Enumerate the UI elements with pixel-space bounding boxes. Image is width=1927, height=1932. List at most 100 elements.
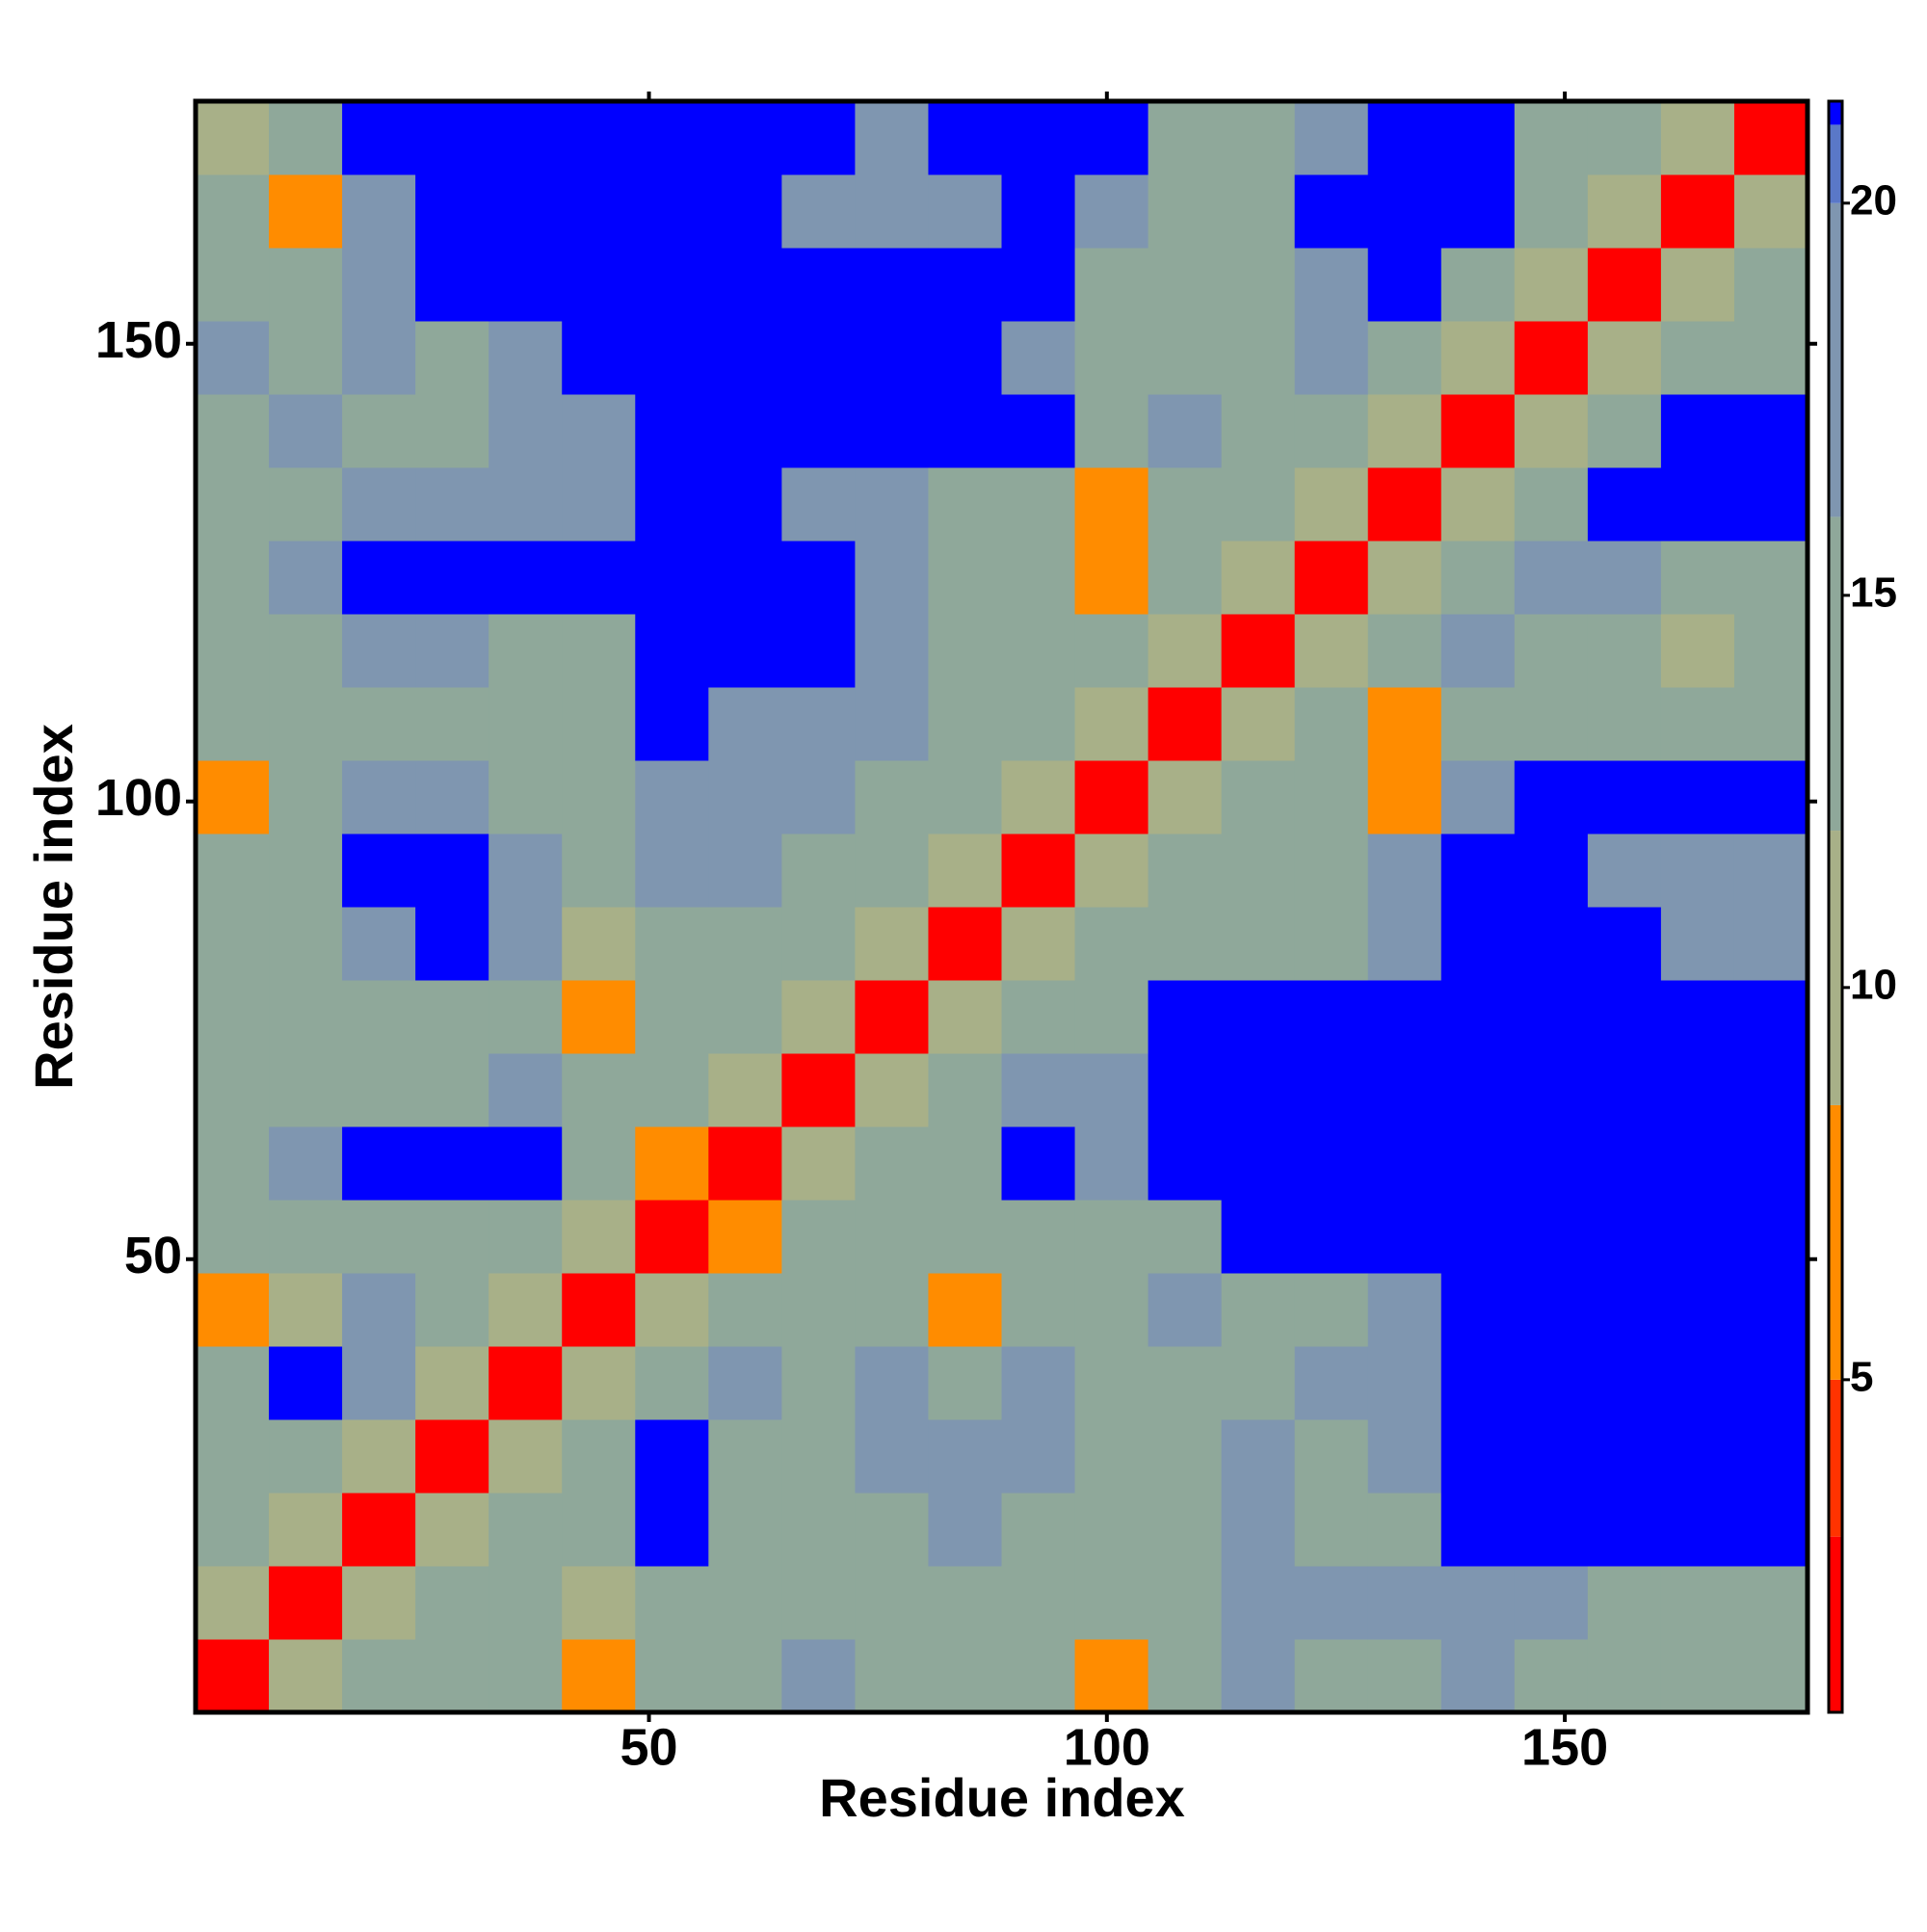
heatmap-cell [635, 1566, 709, 1640]
heatmap-cell [1294, 1639, 1369, 1713]
heatmap-cell [562, 1493, 636, 1567]
heatmap-cell [1514, 1639, 1589, 1713]
plot-frame [193, 98, 1810, 1715]
heatmap-cell [1514, 1200, 1589, 1274]
heatmap-cell [1294, 1493, 1369, 1567]
heatmap-cell [1660, 760, 1735, 834]
heatmap-cell [196, 907, 270, 981]
heatmap-cell [1367, 394, 1442, 468]
heatmap-cell [1001, 760, 1076, 834]
heatmap-cell [488, 174, 563, 249]
heatmap-cell [1001, 321, 1076, 395]
heatmap-cell [1733, 174, 1808, 249]
heatmap-cell [855, 687, 929, 761]
heatmap-cell [1221, 541, 1296, 615]
heatmap-cell [1660, 1126, 1735, 1201]
heatmap-cell [928, 614, 1002, 688]
heatmap-cell [1440, 907, 1516, 981]
heatmap-cell [1733, 1493, 1808, 1567]
heatmap-cell [562, 1639, 636, 1713]
heatmap-cell [562, 394, 636, 468]
heatmap-cell [1367, 101, 1442, 175]
heatmap-cell [1221, 321, 1296, 395]
heatmap-cell [1148, 1346, 1223, 1420]
heatmap-cell [635, 321, 709, 395]
colorbar-segment [1829, 1104, 1842, 1380]
heatmap-cell [1074, 174, 1149, 249]
heatmap-cell [415, 394, 489, 468]
heatmap-cell [1294, 760, 1369, 834]
heatmap-cell [342, 980, 416, 1054]
heatmap-cell [1148, 248, 1223, 322]
heatmap-cell [196, 394, 270, 468]
heatmap-cell [1221, 1126, 1296, 1201]
heatmap-cell [488, 394, 563, 468]
heatmap-cell [342, 1419, 416, 1494]
heatmap-cell [1148, 1273, 1223, 1347]
heatmap-cell [415, 1566, 489, 1640]
y-axis-label: Residue index [23, 724, 84, 1090]
heatmap-cell [928, 760, 1002, 834]
heatmap-cell [1001, 1419, 1076, 1494]
heatmap-cell [635, 760, 709, 834]
heatmap-cell [415, 760, 489, 834]
heatmap-cell [342, 1346, 416, 1420]
heatmap-cell [488, 907, 563, 981]
heatmap-cell [1660, 1346, 1735, 1420]
heatmap-cell [1221, 1566, 1296, 1640]
heatmap-cell [635, 394, 709, 468]
heatmap-cell [1294, 541, 1369, 615]
heatmap-cell [708, 1053, 782, 1127]
heatmap-cell [1587, 394, 1662, 468]
heatmap-cell [855, 1639, 929, 1713]
heatmap-cell [1587, 1053, 1662, 1127]
heatmap-cell [1221, 467, 1296, 542]
heatmap-cell [196, 321, 270, 395]
heatmap-cell [1440, 687, 1516, 761]
heatmap-cell [635, 248, 709, 322]
heatmap-cell [1221, 834, 1296, 908]
heatmap-cell [1221, 907, 1296, 981]
heatmap-cell [708, 394, 782, 468]
heatmap-cell [1367, 1639, 1442, 1713]
colorbar-tick-label: 5 [1850, 1353, 1873, 1400]
heatmap-cell [196, 101, 270, 175]
heatmap-cell [562, 1053, 636, 1127]
heatmap-cell [1074, 1566, 1149, 1640]
heatmap-cell [562, 907, 636, 981]
heatmap-cell [708, 614, 782, 688]
heatmap-cell [488, 1126, 563, 1201]
heatmap-cell [855, 1419, 929, 1494]
heatmap-cell [1294, 394, 1369, 468]
heatmap-cell [635, 101, 709, 175]
heatmap-cell [1148, 1566, 1223, 1640]
heatmap-cell [635, 174, 709, 249]
heatmap-cell [1440, 101, 1516, 175]
heatmap-cell [1660, 1566, 1735, 1640]
heatmap-cell [1587, 1346, 1662, 1420]
heatmap-cell [1587, 1566, 1662, 1640]
heatmap-cell [269, 1200, 343, 1274]
heatmap-cell [1587, 101, 1662, 175]
heatmap-cell [1514, 1493, 1589, 1567]
heatmap-cell [342, 174, 416, 249]
heatmap-cell [1660, 980, 1735, 1054]
heatmap-cell [342, 687, 416, 761]
heatmap-cell [1587, 467, 1662, 542]
heatmap-cell [1148, 1639, 1223, 1713]
heatmap-cell [488, 1346, 563, 1420]
heatmap-cell [635, 834, 709, 908]
heatmap-cell [1440, 321, 1516, 395]
heatmap-cell [1148, 907, 1223, 981]
heatmap-cell [1587, 760, 1662, 834]
heatmap-cell [1148, 614, 1223, 688]
heatmap-cell [635, 614, 709, 688]
heatmap-cell [1440, 614, 1516, 688]
heatmap-cell [1001, 1566, 1076, 1640]
heatmap-cell [196, 248, 270, 322]
heatmap-cell [562, 321, 636, 395]
heatmap-cell [488, 1053, 563, 1127]
heatmap-cell [415, 321, 489, 395]
heatmap-cell [1148, 394, 1223, 468]
heatmap-cell [269, 467, 343, 542]
